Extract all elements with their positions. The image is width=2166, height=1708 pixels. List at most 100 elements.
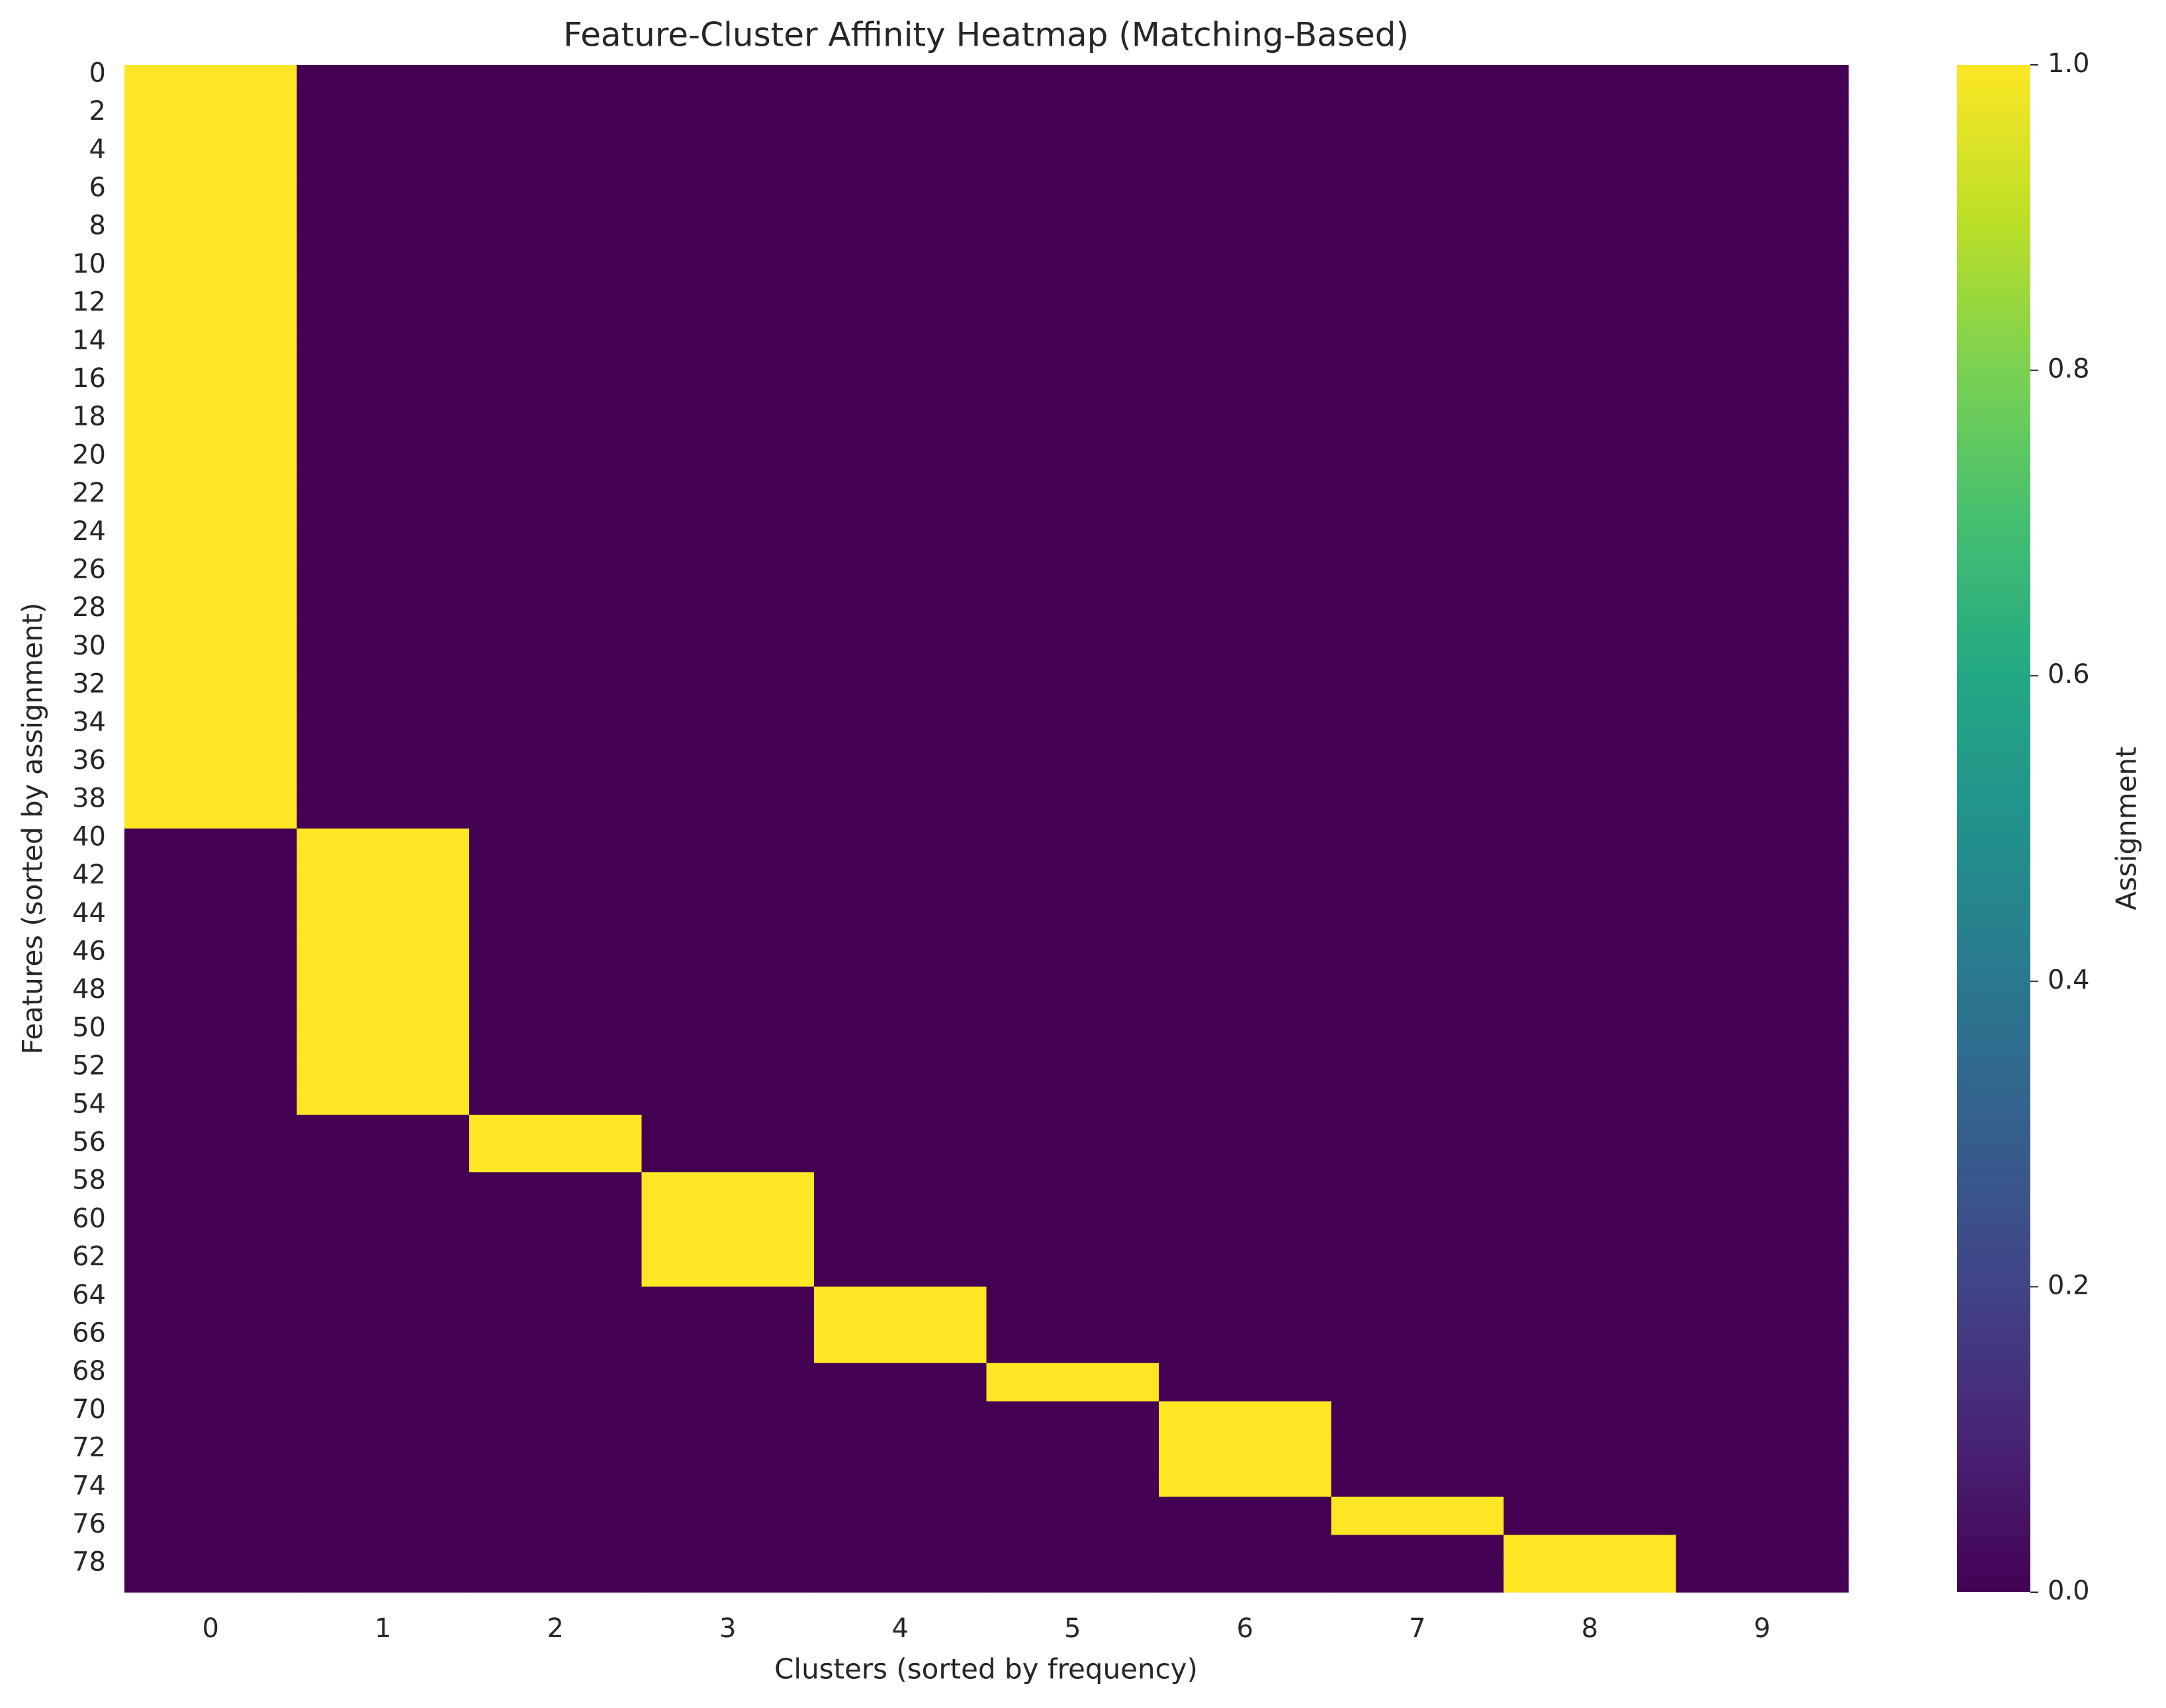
heatmap-cell — [469, 1325, 643, 1345]
heatmap-cell — [1676, 1496, 1849, 1517]
heatmap-cell — [469, 523, 643, 543]
heatmap-cell — [124, 389, 298, 409]
heatmap-cell — [1504, 1515, 1677, 1536]
heatmap-cell — [124, 1095, 298, 1116]
heatmap-cell — [1504, 866, 1677, 887]
heatmap-cell — [814, 1057, 987, 1077]
heatmap-cell — [641, 1573, 815, 1593]
heatmap-cell — [1331, 1343, 1504, 1364]
heatmap-cell — [124, 1515, 298, 1536]
heatmap-cell — [1159, 160, 1332, 180]
heatmap-cell — [986, 408, 1159, 428]
heatmap-cell — [986, 504, 1159, 523]
heatmap-cell — [986, 1459, 1159, 1478]
colorbar-tick-label: 1.0 — [2048, 48, 2090, 79]
heatmap-cell — [1159, 866, 1332, 887]
heatmap-cell — [1331, 1459, 1504, 1478]
heatmap-cell — [469, 1535, 643, 1554]
heatmap-cell — [124, 1191, 298, 1211]
heatmap-cell — [124, 179, 298, 199]
heatmap-cell — [986, 962, 1159, 982]
chart-title: Feature-Cluster Affinity Heatmap (Matchi… — [563, 16, 1409, 54]
heatmap-cell — [1331, 829, 1504, 848]
y-tick-label: 62 — [72, 1241, 106, 1272]
colorbar — [1957, 65, 2030, 1592]
heatmap-cell — [641, 389, 815, 409]
heatmap-cell — [814, 1077, 987, 1097]
heatmap-cell — [124, 1077, 298, 1097]
heatmap-cell — [469, 83, 643, 104]
heatmap-cell — [641, 484, 815, 505]
y-tick-label: 54 — [72, 1089, 106, 1119]
heatmap-cell — [814, 1382, 987, 1402]
heatmap-cell — [1676, 1057, 1849, 1077]
heatmap-cell — [1159, 198, 1332, 218]
heatmap-cell — [296, 943, 470, 963]
heatmap-cell — [814, 924, 987, 944]
heatmap-cell — [986, 179, 1159, 199]
heatmap-cell — [296, 905, 470, 924]
heatmap-cell — [986, 427, 1159, 447]
heatmap-cell — [1159, 65, 1332, 85]
heatmap-cell — [814, 389, 987, 409]
heatmap-cell — [1331, 1248, 1504, 1269]
heatmap-cell — [814, 1114, 987, 1135]
heatmap-cell — [1159, 313, 1332, 333]
heatmap-cell — [296, 255, 470, 275]
heatmap-cell — [1676, 1019, 1849, 1039]
heatmap-cell — [814, 599, 987, 619]
heatmap-cell — [1159, 752, 1332, 772]
heatmap-cell — [986, 695, 1159, 715]
heatmap-cell — [814, 676, 987, 696]
heatmap-cell — [1331, 1439, 1504, 1459]
heatmap-cell — [296, 294, 470, 314]
heatmap-cell — [1159, 733, 1332, 753]
heatmap-cell — [1504, 370, 1677, 390]
heatmap-cell — [296, 103, 470, 123]
heatmap-cell — [814, 656, 987, 676]
heatmap-cell — [1159, 847, 1332, 868]
y-tick-label: 74 — [72, 1470, 106, 1501]
heatmap-cell — [986, 809, 1159, 829]
heatmap-cell — [469, 1153, 643, 1173]
heatmap-cell — [124, 580, 298, 600]
y-tick-label: 48 — [72, 974, 106, 1005]
heatmap-cell — [1504, 847, 1677, 868]
heatmap-cell — [1676, 1191, 1849, 1211]
heatmap-cell — [296, 618, 470, 639]
heatmap-cell — [1331, 83, 1504, 104]
heatmap-cell — [1504, 141, 1677, 161]
colorbar-tick-label: 0.8 — [2048, 354, 2090, 384]
heatmap-cell — [124, 408, 298, 428]
heatmap-cell — [814, 1095, 987, 1116]
heatmap-cell — [124, 1267, 298, 1287]
heatmap-cell — [1504, 1382, 1677, 1402]
heatmap-cell — [1676, 1515, 1849, 1536]
heatmap-cell — [296, 1172, 470, 1192]
heatmap-cell — [1676, 1573, 1849, 1593]
heatmap-cell — [1676, 943, 1849, 963]
heatmap-cell — [986, 1172, 1159, 1192]
heatmap-cell — [1331, 313, 1504, 333]
heatmap-cell — [986, 332, 1159, 352]
heatmap-cell — [469, 1210, 643, 1230]
heatmap-cell — [296, 637, 470, 657]
heatmap-cell — [1676, 389, 1849, 409]
heatmap-cell — [296, 484, 470, 505]
heatmap-cell — [986, 1496, 1159, 1517]
heatmap-cell — [641, 905, 815, 924]
heatmap-cell — [1676, 656, 1849, 676]
heatmap-cell — [1159, 1191, 1332, 1211]
heatmap-cell — [1331, 370, 1504, 390]
heatmap-cell — [641, 1191, 815, 1211]
heatmap-cell — [641, 676, 815, 696]
heatmap-cell — [641, 1019, 815, 1039]
heatmap-cell — [469, 504, 643, 523]
heatmap-cell — [986, 713, 1159, 734]
heatmap-cell — [986, 943, 1159, 963]
y-tick-label: 34 — [72, 707, 106, 737]
heatmap-cell — [641, 542, 815, 562]
heatmap-cell — [469, 1077, 643, 1097]
heatmap-cell — [469, 275, 643, 294]
heatmap-cell — [1504, 236, 1677, 257]
